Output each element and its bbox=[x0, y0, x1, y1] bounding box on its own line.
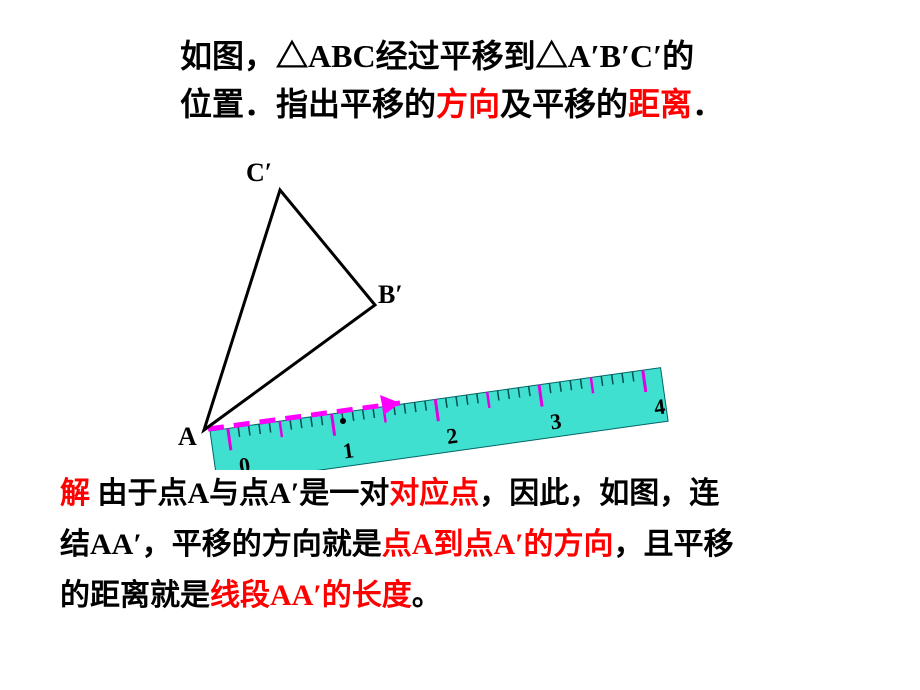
ans-corr: 对应点 bbox=[389, 477, 479, 510]
ans-t5: 的距离就是 bbox=[60, 579, 210, 612]
q-direction: 方向 bbox=[436, 86, 500, 122]
label-C: C′ bbox=[246, 158, 272, 188]
label-A: A bbox=[178, 422, 197, 452]
q-line2b: 及平移的 bbox=[500, 86, 628, 122]
label-B: B′ bbox=[378, 280, 403, 310]
ans-t1: 由于点A与点A′是一对 bbox=[90, 477, 389, 510]
q-line2a: 位置．指出平移的 bbox=[180, 86, 436, 122]
bullet-point bbox=[340, 418, 346, 424]
ans-t4: ，且平移 bbox=[614, 528, 734, 561]
q-line2c: ． bbox=[692, 86, 724, 122]
ans-segAA: 线段AA′的长度 bbox=[210, 579, 412, 612]
diagram: 01234 C′ B′ A bbox=[160, 170, 800, 470]
diagram-svg: 01234 bbox=[160, 170, 800, 470]
q-distance: 距离 bbox=[628, 86, 692, 122]
answer-text: 解 由于点A与点A′是一对对应点，因此，如图，连 结AA′，平移的方向就是点A到… bbox=[60, 468, 880, 621]
q-line1: 如图，△ABC经过平移到△A′B′C′的 bbox=[180, 38, 694, 74]
ans-t6: 。 bbox=[412, 579, 442, 612]
ans-jie: 解 bbox=[60, 477, 90, 510]
ans-AtoA: 点A到点A′的方向 bbox=[382, 528, 614, 561]
ans-t3: 结AA′，平移的方向就是 bbox=[60, 528, 382, 561]
question-text: 如图，△ABC经过平移到△A′B′C′的 位置．指出平移的方向及平移的距离． bbox=[180, 32, 860, 128]
ans-t2: ，因此，如图，连 bbox=[479, 477, 719, 510]
